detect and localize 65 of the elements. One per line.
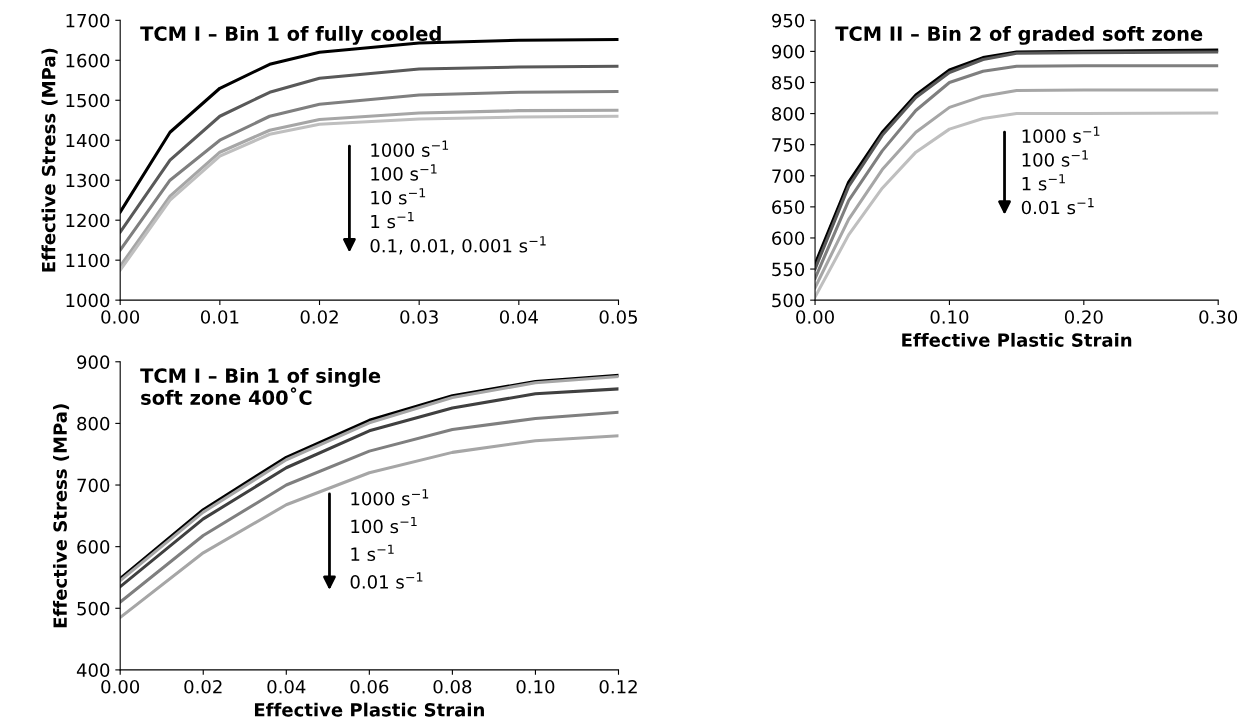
x-tick-label: 0.08 xyxy=(433,679,472,694)
y-tick-label: 700 xyxy=(772,169,805,183)
annotation: 100 s$^{−1}$ xyxy=(351,516,417,534)
y-axis-title: Effective Stress (MPa) xyxy=(41,48,58,272)
y-tick-label: 1500 xyxy=(66,93,110,108)
annotation: 1 s$^{−1}$ xyxy=(1022,174,1065,191)
y-tick-label: 950 xyxy=(772,13,805,28)
annotation: 1 s$^{−1}$ xyxy=(371,211,414,229)
x-tick-label: 0.20 xyxy=(1064,310,1103,324)
y-tick-label: 1100 xyxy=(66,253,110,268)
y-tick-label: 1200 xyxy=(66,213,110,228)
x-tick-label: 0.02 xyxy=(184,679,222,694)
y-tick-label: 1300 xyxy=(66,173,110,188)
annotation: 10 s$^{−1}$ xyxy=(371,188,426,205)
y-tick-label: 1600 xyxy=(66,53,110,68)
x-tick-label: 0.10 xyxy=(516,679,555,694)
line-series xyxy=(120,410,619,604)
x-tick-label: 0.04 xyxy=(267,679,306,694)
y-tick-label: 600 xyxy=(772,231,805,246)
x-tick-label: 0.00 xyxy=(101,310,140,324)
annotation: 100 s$^{−1}$ xyxy=(1022,150,1088,167)
x-axis-title: Effective Plastic Strain xyxy=(902,332,1132,347)
text: TCM I – Bin 1 of single soft zone 400˚C xyxy=(140,367,381,405)
y-tick-label: 1000 xyxy=(66,293,110,308)
annotation: 0.01 s$^{−1}$ xyxy=(350,572,423,589)
x-axis-title: Effective Plastic Strain xyxy=(254,702,484,717)
chart-title: TCM II – Bin 2 of graded soft zone xyxy=(835,25,1203,45)
annotation: 100 s$^{−1}$ xyxy=(371,164,437,181)
line-series xyxy=(120,434,619,620)
x-tick-label: 0.10 xyxy=(930,310,969,324)
x-tick-label: 0.02 xyxy=(300,310,338,324)
x-tick-label: 0.00 xyxy=(796,310,834,324)
y-tick-label: 650 xyxy=(772,200,805,214)
line-series xyxy=(120,64,619,234)
x-tick-label: 0.30 xyxy=(1199,310,1238,324)
y-tick-label: 500 xyxy=(77,601,110,616)
y-tick-label: 850 xyxy=(772,75,805,90)
x-tick-label: 0.03 xyxy=(400,310,438,324)
x-tick-label: 0.04 xyxy=(499,310,538,324)
y-tick-label: 500 xyxy=(772,293,805,308)
y-tick-label: 400 xyxy=(76,663,110,678)
y-tick-label: 550 xyxy=(772,262,805,277)
annotation: 1000 s$^{−1}$ xyxy=(371,140,449,157)
y-tick-label: 1400 xyxy=(66,133,110,148)
annotation: 1000 s$^{−1}$ xyxy=(1022,126,1100,143)
x-tick-label: 0.00 xyxy=(101,679,140,694)
x-tick-label: 0.05 xyxy=(599,310,638,324)
y-tick-label: 700 xyxy=(77,478,110,493)
y-tick-label: 900 xyxy=(772,44,805,59)
y-tick-label: 900 xyxy=(77,355,110,369)
y-tick-label: 750 xyxy=(772,138,805,152)
y-tick-label: 600 xyxy=(77,540,110,554)
annotation: 1 s$^{−1}$ xyxy=(351,544,394,562)
y-tick-label: 800 xyxy=(77,416,110,431)
y-axis-title: Effective Stress (MPa) xyxy=(52,404,70,628)
annotation: 0.1, 0.01, 0.001 s$^{−1}$ xyxy=(370,236,546,255)
line-series xyxy=(815,88,1219,290)
x-tick-label: 0.01 xyxy=(200,310,239,324)
x-tick-label: 0.06 xyxy=(350,679,389,694)
chart-title: TCM I – Bin 1 of fully cooled xyxy=(140,25,441,45)
y-tick-label: 1700 xyxy=(66,13,110,28)
annotation: 1000 s$^{−1}$ xyxy=(351,489,429,506)
x-tick-label: 0.12 xyxy=(599,679,637,694)
y-tick-label: 800 xyxy=(772,107,805,121)
annotation: 0.01 s$^{−1}$ xyxy=(1021,197,1094,215)
